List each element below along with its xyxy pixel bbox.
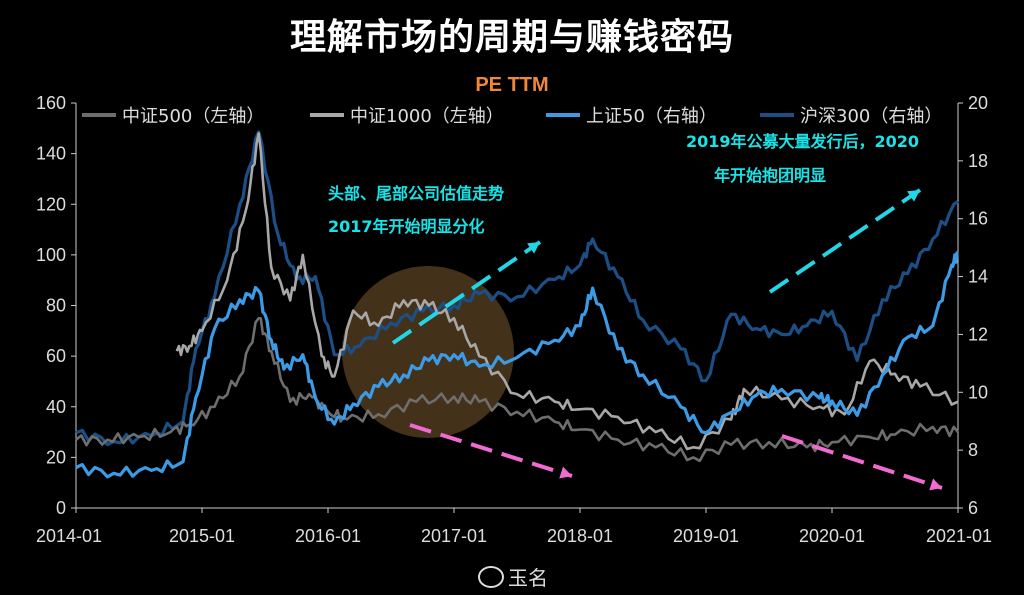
series-line-1	[175, 132, 959, 451]
left-tick-label: 60	[46, 346, 66, 366]
left-tick-label: 140	[36, 144, 66, 164]
page-title: 理解市场的周期与赚钱密码	[289, 17, 734, 58]
annotation-left-line2: 2017年开始明显分化	[328, 217, 485, 236]
up-arrow-left	[391, 240, 542, 345]
left-tick-label: 120	[36, 194, 66, 214]
down-arrow-left	[409, 423, 573, 478]
up-arrow-right	[768, 188, 922, 294]
legend-label: 沪深300（右轴）	[800, 106, 942, 127]
x-tick-label: 2018-01	[547, 526, 613, 546]
left-tick-label: 160	[36, 93, 66, 113]
weibo-icon	[478, 566, 504, 588]
down-arrow-right-head	[929, 478, 942, 491]
right-tick-label: 14	[968, 267, 988, 287]
highlight-circle	[342, 266, 514, 438]
annotation-right-line2: 年开始抱团明显	[714, 166, 827, 185]
annotation-right-line1: 2019年公募大量发行后，2020	[686, 132, 920, 151]
legend-label: 中证1000（左轴）	[350, 106, 504, 127]
x-tick-label: 2021-01	[926, 526, 992, 546]
left-tick-label: 40	[46, 397, 66, 417]
x-tick-label: 2015-01	[169, 526, 235, 546]
right-tick-label: 18	[968, 151, 988, 171]
legend-label: 上证50（右轴）	[586, 106, 717, 127]
x-tick-label: 2016-01	[295, 526, 361, 546]
up-arrow-left-head	[527, 242, 540, 254]
left-tick-label: 20	[46, 447, 66, 467]
down-arrow-right	[781, 434, 943, 490]
up-arrow-right-head	[907, 190, 920, 202]
legend-label: 中证500（左轴）	[122, 106, 264, 127]
series-line-2	[75, 251, 959, 479]
down-arrow-left-head	[559, 466, 572, 479]
right-tick-label: 16	[968, 209, 988, 229]
watermark-text: 玉名	[508, 566, 548, 590]
left-tick-label: 80	[46, 296, 66, 316]
right-tick-label: 12	[968, 324, 988, 344]
right-tick-label: 20	[968, 93, 988, 113]
right-tick-label: 6	[968, 498, 978, 518]
left-tick-label: 0	[56, 498, 66, 518]
series-line-3	[75, 130, 959, 447]
annotation-left-line1: 头部、尾部公司估值走势	[328, 184, 505, 203]
series-line-0	[75, 316, 960, 463]
x-tick-label: 2019-01	[673, 526, 739, 546]
right-tick-label: 8	[968, 440, 978, 460]
x-tick-label: 2020-01	[799, 526, 865, 546]
x-tick-label: 2017-01	[421, 526, 487, 546]
x-tick-label: 2014-01	[36, 526, 102, 546]
chart-title: PE TTM	[475, 74, 549, 96]
left-tick-label: 100	[36, 245, 66, 265]
watermark: 玉名	[478, 562, 548, 591]
right-tick-label: 10	[968, 382, 988, 402]
